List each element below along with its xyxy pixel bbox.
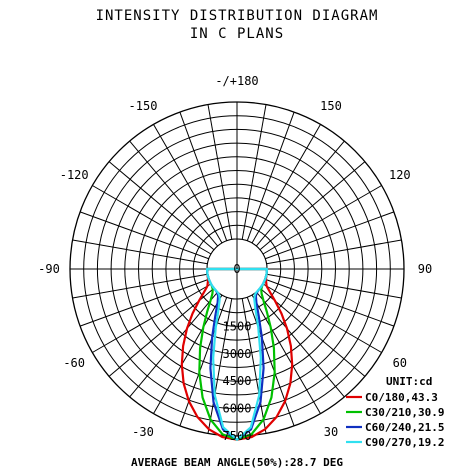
grid-spoke [179, 297, 228, 427]
grid-spoke [265, 211, 395, 260]
grid-spoke [251, 294, 321, 414]
grid-spoke [129, 140, 219, 247]
legend: UNIT:cd C0/180,43.3 C30/210,30.9 C60/240,21… [346, 375, 444, 449]
grid-spoke [72, 273, 208, 299]
grid-spoke [92, 283, 212, 353]
grid-spoke [251, 124, 321, 244]
radial-label: 4500 [223, 374, 252, 388]
legend-entry: C0/180,43.3 [365, 391, 438, 404]
grid-spoke [266, 273, 402, 299]
grid-spoke [265, 278, 395, 327]
grid-spoke [79, 278, 209, 327]
angle-label: -30 [132, 425, 154, 439]
grid-spoke [241, 104, 267, 240]
angle-label: -60 [63, 356, 85, 370]
grid-spoke [255, 291, 345, 398]
radial-label: 6000 [223, 402, 252, 416]
grid-spoke [262, 185, 382, 255]
radial-label: 3000 [223, 347, 252, 361]
grid-spoke [241, 298, 267, 434]
radial-label: 7500 [223, 429, 252, 443]
radial-labels: 0 1500 3000 4500 6000 7500 [223, 262, 252, 443]
angle-label: -120 [60, 168, 89, 182]
grid-spoke [246, 111, 295, 241]
chart-subtitle: IN C PLANS [190, 26, 284, 42]
grid-spoke [255, 140, 345, 247]
grid-spoke [153, 124, 223, 244]
unit-label: UNIT:cd [386, 375, 432, 388]
angle-label: 30 [324, 425, 338, 439]
series-curve-0 [180, 267, 294, 441]
grid-spoke [79, 211, 209, 260]
grid-spoke [108, 161, 215, 251]
average-beam-angle: AVERAGE BEAM ANGLE(50%):28.7 DEG [131, 456, 343, 469]
angle-labels: -/+180 -150 150 -120 120 -90 90 -60 60 -30 30 [38, 74, 432, 439]
legend-entry: C90/270,19.2 [365, 436, 444, 449]
angle-label: 120 [389, 168, 411, 182]
series-curve-3 [205, 267, 269, 441]
intensity-curves [180, 267, 294, 441]
grid-spoke [259, 161, 366, 251]
radial-label: 1500 [223, 319, 252, 333]
grid-spoke [259, 287, 366, 377]
angle-label: 90 [418, 262, 432, 276]
polar-grid [69, 101, 405, 437]
grid-spoke [92, 185, 212, 255]
grid-spoke [129, 291, 219, 398]
grid-spoke [108, 287, 215, 377]
legend-entry: C30/210,30.9 [365, 406, 444, 419]
grid-spoke [246, 297, 295, 427]
angle-label: -90 [38, 262, 60, 276]
angle-label: 150 [320, 99, 342, 113]
grid-spoke [262, 283, 382, 353]
angle-label: -150 [129, 99, 158, 113]
radial-label: 0 [233, 262, 240, 276]
angle-label: 60 [393, 356, 407, 370]
grid-spoke [72, 239, 208, 265]
grid-spoke [207, 298, 233, 434]
grid-spoke [207, 104, 233, 240]
grid-spoke [179, 111, 228, 241]
angle-label: -/+180 [215, 74, 258, 88]
legend-entry: C60/240,21.5 [365, 421, 444, 434]
chart-title: INTENSITY DISTRIBUTION DIAGRAM [96, 8, 379, 24]
grid-spoke [153, 294, 223, 414]
grid-spoke [266, 239, 402, 265]
